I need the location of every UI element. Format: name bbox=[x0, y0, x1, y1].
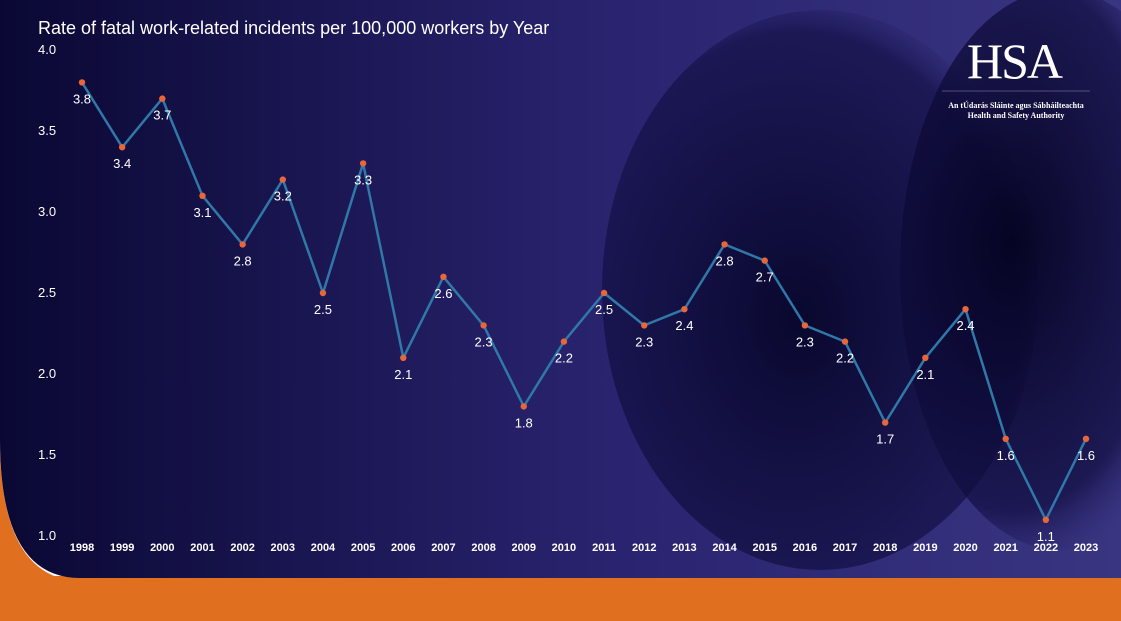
x-tick-label: 2022 bbox=[1034, 542, 1058, 554]
data-point[interactable] bbox=[1082, 435, 1090, 442]
data-point[interactable] bbox=[641, 322, 648, 329]
data-label: 3.1 bbox=[193, 205, 211, 220]
data-label: 2.3 bbox=[796, 334, 814, 349]
data-label: 3.3 bbox=[354, 172, 372, 187]
data-point[interactable] bbox=[279, 176, 286, 183]
series-rate: 3.8 3.4 3.7 3.1 2.8 3.2 2.5 3.3 2.1 2.6 2.3 1.8 2.2 2… bbox=[73, 79, 1095, 544]
x-tick-label: 2000 bbox=[150, 542, 174, 554]
logo-subtitle-irish: An tÚdarás Sláinte agus Sábháilteachta bbox=[948, 100, 1084, 110]
data-point[interactable] bbox=[841, 338, 849, 345]
data-point[interactable] bbox=[882, 419, 889, 426]
data-label: 2.4 bbox=[956, 318, 974, 333]
x-tick-label: 2007 bbox=[431, 542, 455, 554]
x-tick-label: 2018 bbox=[873, 542, 897, 554]
x-tick-label: 2011 bbox=[592, 542, 616, 554]
data-point[interactable] bbox=[1042, 516, 1050, 523]
data-label: 3.8 bbox=[73, 91, 91, 106]
data-point[interactable] bbox=[118, 144, 126, 151]
y-tick-label: 1.0 bbox=[38, 528, 56, 543]
data-label: 1.6 bbox=[997, 448, 1015, 463]
chart-panel bbox=[0, 0, 1121, 578]
y-tick-label: 3.0 bbox=[38, 204, 56, 219]
data-label: 2.5 bbox=[595, 302, 613, 317]
data-point[interactable] bbox=[440, 273, 447, 280]
data-label: 3.2 bbox=[274, 189, 292, 204]
data-label: 2.6 bbox=[434, 286, 452, 301]
x-tick-label: 2009 bbox=[512, 542, 536, 554]
x-tick-label: 1999 bbox=[110, 542, 134, 554]
data-point[interactable] bbox=[1002, 435, 1009, 442]
data-label: 1.6 bbox=[1077, 448, 1095, 463]
data-label: 3.7 bbox=[153, 108, 171, 123]
x-tick-label: 2013 bbox=[672, 542, 696, 554]
data-point[interactable] bbox=[400, 354, 407, 361]
data-label: 3.4 bbox=[113, 156, 131, 171]
orange-bottom-strip bbox=[0, 576, 1121, 621]
decorative-orb-right bbox=[900, 0, 1121, 550]
data-point[interactable] bbox=[319, 289, 327, 297]
data-point[interactable] bbox=[480, 322, 487, 329]
x-tick-label: 2001 bbox=[190, 542, 214, 554]
x-tick-label: 1998 bbox=[70, 542, 94, 554]
x-tick-label: 2017 bbox=[833, 542, 857, 554]
x-tick-label: 2023 bbox=[1074, 542, 1098, 554]
x-axis: 1998 1999 2000 2001 2002 2003 2004 2005 2006 2007… bbox=[70, 542, 1098, 554]
data-point[interactable] bbox=[721, 241, 728, 248]
y-tick-label: 2.0 bbox=[38, 366, 56, 381]
x-tick-label: 2004 bbox=[311, 542, 336, 554]
x-tick-label: 2020 bbox=[953, 542, 977, 554]
data-point[interactable] bbox=[359, 160, 367, 167]
data-label: 2.7 bbox=[756, 270, 774, 285]
x-tick-label: 2019 bbox=[913, 542, 937, 554]
data-label: 2.2 bbox=[555, 351, 573, 366]
data-point[interactable] bbox=[922, 354, 929, 361]
logo-wordmark: HSA bbox=[967, 33, 1063, 89]
series-line bbox=[80, 81, 1088, 522]
y-axis: 1.0 1.5 2.0 2.5 3.0 3.5 4.0 bbox=[38, 42, 56, 543]
data-label: 2.1 bbox=[916, 367, 934, 382]
data-label: 2.4 bbox=[675, 318, 693, 333]
y-tick-label: 1.5 bbox=[38, 447, 56, 462]
data-point[interactable] bbox=[520, 403, 527, 410]
hsa-logo: HSA An tÚdarás Sláinte agus Sábháilteach… bbox=[942, 33, 1090, 120]
data-point[interactable] bbox=[199, 192, 206, 199]
y-tick-label: 3.5 bbox=[38, 123, 56, 138]
chart-title: Rate of fatal work-related incidents per… bbox=[38, 18, 549, 38]
data-label: 2.2 bbox=[836, 351, 854, 366]
data-point[interactable] bbox=[962, 306, 969, 313]
x-tick-label: 2015 bbox=[752, 542, 776, 554]
data-point[interactable] bbox=[239, 241, 246, 248]
x-tick-label: 2006 bbox=[391, 542, 415, 554]
x-tick-label: 2008 bbox=[471, 542, 495, 554]
x-tick-label: 2005 bbox=[351, 542, 375, 554]
x-tick-label: 2014 bbox=[712, 542, 737, 554]
data-label: 2.1 bbox=[394, 367, 412, 382]
data-label: 2.3 bbox=[635, 334, 653, 349]
data-label: 2.8 bbox=[234, 253, 252, 268]
data-point[interactable] bbox=[78, 79, 86, 86]
y-tick-label: 4.0 bbox=[38, 42, 56, 57]
x-tick-label: 2012 bbox=[632, 542, 656, 554]
data-point[interactable] bbox=[600, 289, 608, 297]
data-label: 1.1 bbox=[1037, 529, 1055, 544]
x-tick-label: 2002 bbox=[230, 542, 254, 554]
data-point[interactable] bbox=[801, 322, 809, 329]
data-label: 2.8 bbox=[716, 253, 734, 268]
data-label: 2.5 bbox=[314, 302, 332, 317]
logo-subtitle-english: Health and Safety Authority bbox=[968, 111, 1065, 120]
data-point[interactable] bbox=[159, 95, 166, 102]
data-point[interactable] bbox=[761, 257, 768, 264]
x-tick-label: 2010 bbox=[552, 542, 576, 554]
x-tick-label: 2016 bbox=[793, 542, 817, 554]
data-label: 2.3 bbox=[475, 334, 493, 349]
data-point[interactable] bbox=[560, 338, 568, 345]
data-label: 1.7 bbox=[876, 432, 894, 447]
data-point[interactable] bbox=[681, 306, 688, 313]
x-tick-label: 2021 bbox=[993, 542, 1017, 554]
y-tick-label: 2.5 bbox=[38, 285, 56, 300]
x-tick-label: 2003 bbox=[271, 542, 295, 554]
data-label: 1.8 bbox=[515, 415, 533, 430]
